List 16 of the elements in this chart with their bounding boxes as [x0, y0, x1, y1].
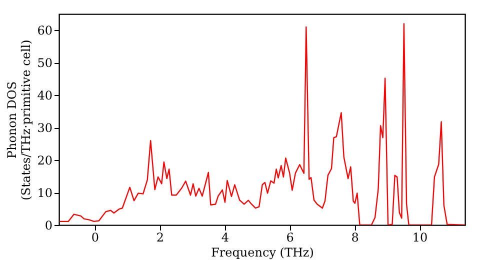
x-tick-label: 8: [351, 230, 359, 244]
y-tick-label: 60: [37, 24, 52, 38]
y-axis-title: Phonon DOS (States/THz·primitive cell): [5, 40, 34, 200]
y-tick-label: 0: [44, 218, 52, 232]
x-axis-title: Frequency (THz): [211, 246, 314, 260]
x-tick-label: 6: [286, 230, 294, 244]
line-series: [59, 23, 465, 225]
x-tick-label: 2: [156, 230, 164, 244]
y-tick-label: 30: [37, 121, 52, 136]
y-tick-label: 20: [37, 154, 52, 168]
y-tick-label: 10: [37, 186, 52, 200]
x-tick-label: 0: [91, 230, 100, 244]
y-tick-label: 50: [37, 56, 52, 70]
x-tick-label: 4: [221, 230, 230, 244]
y-tick-label: 40: [37, 88, 52, 103]
x-tick-label: 10: [412, 230, 428, 244]
